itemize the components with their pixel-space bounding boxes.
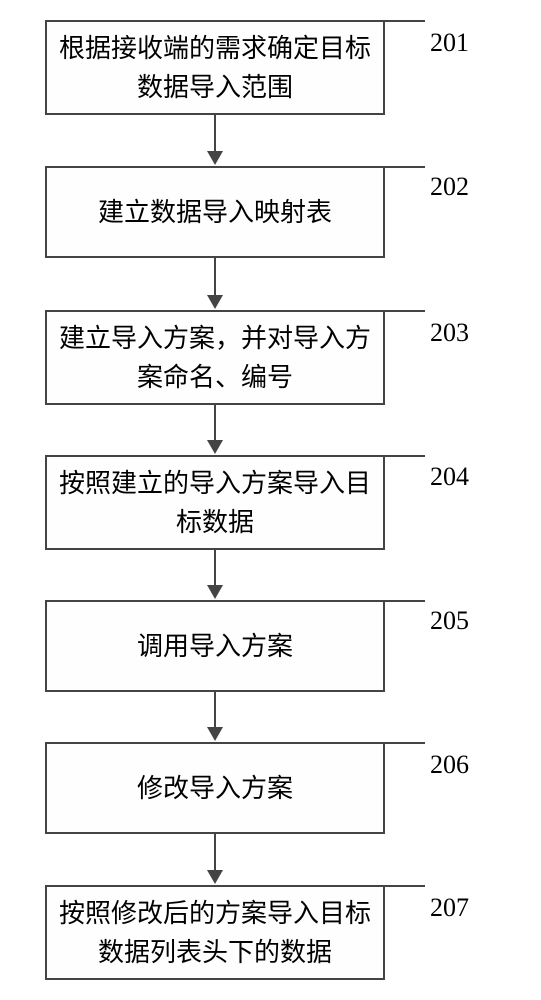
step-text: 建立导入方案，并对导入方案命名、编号 — [59, 319, 371, 397]
step-box-206: 修改导入方案 — [45, 742, 385, 834]
arrow-down — [214, 258, 216, 307]
step-text: 调用导入方案 — [137, 627, 293, 666]
step-label-206: 206 — [430, 750, 469, 780]
arrow-down — [214, 834, 216, 882]
label-connector-line — [385, 166, 425, 168]
step-label-203: 203 — [430, 318, 469, 348]
arrow-down — [214, 692, 216, 739]
step-text: 修改导入方案 — [137, 769, 293, 808]
label-connector-line — [385, 310, 425, 312]
step-label-202: 202 — [430, 172, 469, 202]
step-label-205: 205 — [430, 606, 469, 636]
step-box-204: 按照建立的导入方案导入目标数据 — [45, 455, 385, 550]
label-connector-line — [385, 600, 425, 602]
step-text: 按照建立的导入方案导入目标数据 — [59, 464, 371, 542]
label-connector-line — [385, 885, 425, 887]
step-label-207: 207 — [430, 893, 469, 923]
step-box-207: 按照修改后的方案导入目标数据列表头下的数据 — [45, 885, 385, 980]
step-box-202: 建立数据导入映射表 — [45, 166, 385, 258]
arrow-down — [214, 550, 216, 597]
step-text: 按照修改后的方案导入目标数据列表头下的数据 — [59, 894, 371, 972]
arrow-down — [214, 405, 216, 452]
arrow-down — [214, 115, 216, 163]
step-box-203: 建立导入方案，并对导入方案命名、编号 — [45, 310, 385, 405]
step-text: 根据接收端的需求确定目标数据导入范围 — [59, 29, 371, 107]
label-connector-line — [385, 455, 425, 457]
step-box-205: 调用导入方案 — [45, 600, 385, 692]
flowchart-container: 根据接收端的需求确定目标数据导入范围 201 建立数据导入映射表 202 建立导入方案，… — [0, 0, 541, 1000]
step-label-204: 204 — [430, 462, 469, 492]
step-box-201: 根据接收端的需求确定目标数据导入范围 — [45, 20, 385, 115]
step-text: 建立数据导入映射表 — [98, 193, 332, 232]
step-label-201: 201 — [430, 28, 469, 58]
label-connector-line — [385, 742, 425, 744]
label-connector-line — [385, 20, 425, 22]
